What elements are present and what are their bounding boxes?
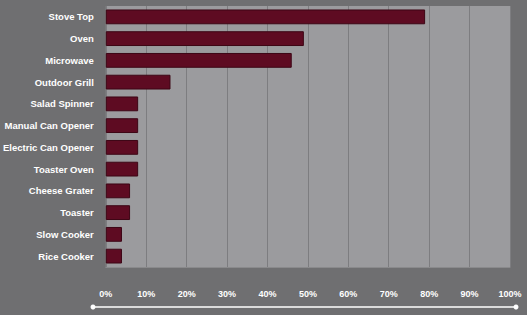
svg-text:80%: 80% [420, 289, 438, 299]
svg-text:Salad Spinner: Salad Spinner [30, 98, 94, 109]
svg-text:Rice Cooker: Rice Cooker [38, 251, 94, 262]
svg-text:100%: 100% [498, 289, 521, 299]
svg-text:40%: 40% [258, 289, 276, 299]
svg-text:Manual Can Opener: Manual Can Opener [5, 120, 95, 131]
svg-text:10%: 10% [137, 289, 155, 299]
svg-text:20%: 20% [178, 289, 196, 299]
svg-text:Toaster Oven: Toaster Oven [34, 164, 94, 175]
svg-text:30%: 30% [218, 289, 236, 299]
svg-text:70%: 70% [380, 289, 398, 299]
svg-text:Cheese Grater: Cheese Grater [29, 185, 94, 196]
svg-text:Microwave: Microwave [45, 55, 94, 66]
svg-text:Stove Top: Stove Top [49, 11, 94, 22]
svg-text:Outdoor Grill: Outdoor Grill [35, 77, 94, 88]
svg-text:Electric Can Opener: Electric Can Opener [3, 142, 94, 153]
svg-text:Oven: Oven [70, 33, 94, 44]
svg-text:Slow Cooker: Slow Cooker [36, 229, 94, 240]
svg-text:0%: 0% [99, 289, 112, 299]
svg-text:50%: 50% [299, 289, 317, 299]
svg-text:90%: 90% [461, 289, 479, 299]
svg-text:Toaster: Toaster [60, 207, 94, 218]
svg-text:60%: 60% [339, 289, 357, 299]
